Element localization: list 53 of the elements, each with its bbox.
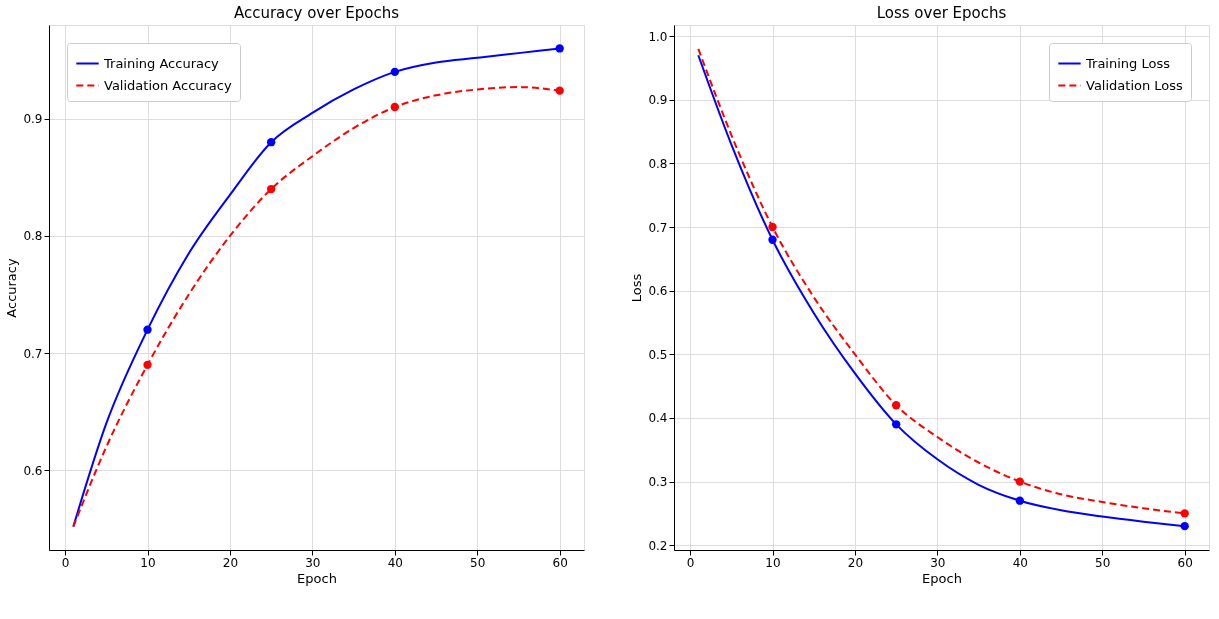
x-tick-label: 30 bbox=[930, 555, 946, 570]
x-axis-title: Epoch bbox=[297, 570, 337, 586]
point bbox=[555, 44, 564, 53]
point bbox=[1180, 509, 1189, 518]
point bbox=[143, 360, 152, 370]
point bbox=[143, 325, 152, 334]
x-axis-title: Epoch bbox=[922, 570, 962, 586]
y-tick-label: 0.8 bbox=[23, 229, 43, 244]
x-tick-label: 60 bbox=[1177, 555, 1193, 570]
y-tick-label: 0.2 bbox=[648, 538, 668, 553]
legend-label: Validation Loss bbox=[1086, 77, 1184, 93]
x-tick-label: 20 bbox=[222, 555, 239, 570]
point bbox=[891, 420, 901, 429]
y-tick-label: 0.7 bbox=[648, 220, 668, 235]
point bbox=[266, 138, 276, 147]
x-tick-label: 50 bbox=[470, 555, 486, 570]
x-tick-label: 40 bbox=[1012, 555, 1028, 570]
x-tick-label: 50 bbox=[1095, 555, 1111, 570]
x-tick-label: 30 bbox=[305, 555, 321, 570]
y-tick-label: 0.6 bbox=[648, 284, 668, 299]
x-tick-label: 10 bbox=[140, 555, 156, 570]
y-tick-label: 0.9 bbox=[648, 93, 668, 108]
y-tick-label: 0.4 bbox=[648, 411, 668, 426]
point bbox=[555, 86, 564, 95]
y-tick-label: 0.6 bbox=[23, 463, 43, 478]
y-tick-label: 0.8 bbox=[648, 156, 668, 171]
legend-label: Training Loss bbox=[1085, 55, 1171, 71]
y-tick-label: 0.3 bbox=[648, 475, 668, 490]
legend-label: Training Accuracy bbox=[103, 55, 220, 71]
point bbox=[768, 222, 777, 232]
point bbox=[1180, 521, 1189, 531]
x-tick-label: 40 bbox=[387, 555, 403, 570]
x-tick-label: 20 bbox=[847, 555, 864, 570]
y-axis-title: Accuracy bbox=[4, 258, 20, 318]
point bbox=[390, 67, 399, 77]
chart-title: Loss over Epochs bbox=[876, 4, 1007, 22]
y-tick-label: 0.5 bbox=[648, 347, 668, 362]
x-tick-label: 10 bbox=[765, 555, 781, 570]
y-axis-title: Loss bbox=[629, 273, 645, 303]
x-tick-label: 0 bbox=[61, 555, 70, 570]
y-tick-label: 0.9 bbox=[23, 112, 43, 127]
point bbox=[891, 401, 901, 410]
y-tick-label: 0.7 bbox=[23, 346, 43, 361]
x-tick-label: 60 bbox=[552, 555, 568, 570]
chart-title: Accuracy over Epochs bbox=[233, 4, 400, 22]
point bbox=[768, 235, 777, 244]
y-tick-label: 1.0 bbox=[648, 29, 668, 44]
x-tick-label: 0 bbox=[686, 555, 695, 570]
point bbox=[1015, 477, 1024, 486]
legend-label: Validation Accuracy bbox=[104, 77, 232, 93]
point bbox=[390, 102, 399, 112]
point bbox=[266, 184, 276, 194]
point bbox=[1015, 496, 1024, 505]
